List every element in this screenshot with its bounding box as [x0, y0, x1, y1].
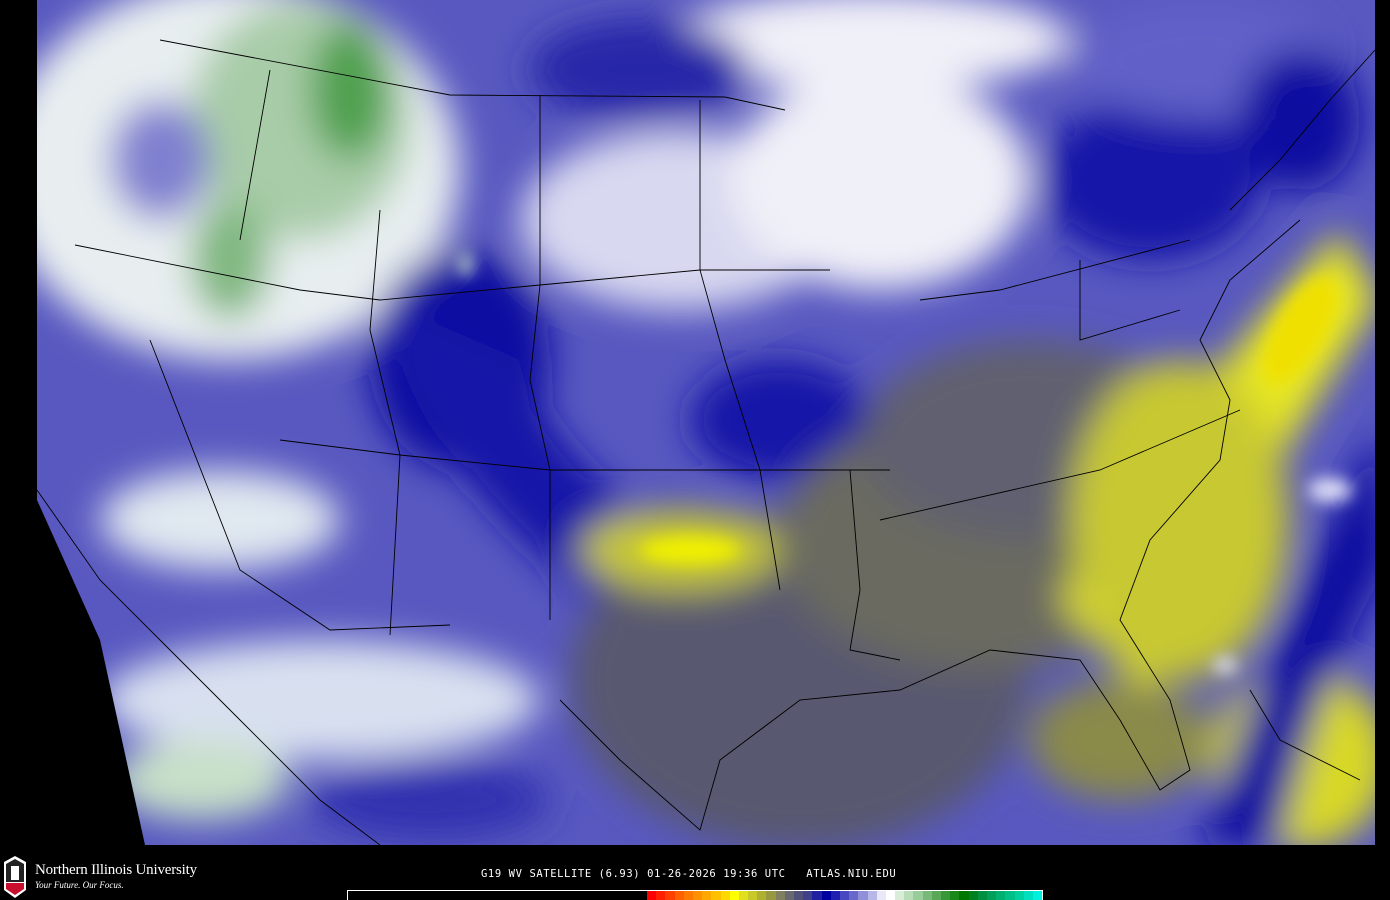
colorbar-swatch: [674, 891, 684, 900]
water-vapor-satellite-map: [37, 0, 1375, 845]
colorbar-swatch: [821, 891, 831, 900]
colorbar-swatch: [885, 891, 896, 900]
colorbar-swatch: [830, 891, 840, 900]
colorbar-swatch: [720, 891, 730, 900]
state-boundaries: [37, 39, 1375, 845]
colorbar-swatch: [647, 891, 657, 900]
colorbar-swatch: [839, 891, 850, 900]
colorbar-swatch: [849, 891, 859, 900]
colorbar-swatch: [766, 891, 776, 900]
colorbar-swatch: [784, 891, 794, 900]
colorbar-swatch: [683, 891, 693, 900]
colorbar-swatch: [757, 891, 767, 900]
colorbar-swatch: [867, 891, 877, 900]
colorbar-swatch: [931, 891, 941, 900]
colorbar-swatch: [812, 891, 822, 900]
colorbar-swatch: [1032, 891, 1043, 900]
colorbar-swatch: [895, 891, 905, 900]
colorbar-swatch: [794, 891, 804, 900]
colorbar-swatch: [738, 891, 749, 900]
university-tagline: Your Future. Our Focus.: [35, 880, 124, 890]
satellite-imagery: [37, 0, 1375, 845]
colorbar-swatch: [922, 891, 932, 900]
colorbar-swatch: [729, 891, 739, 900]
colorbar-swatch: [1023, 891, 1033, 900]
university-name: Northern Illinois University: [35, 862, 197, 878]
colorbar-swatch: [858, 891, 868, 900]
colorbar-swatch: [665, 891, 675, 900]
colorbar-swatch: [711, 891, 721, 900]
color-scale-bar: [347, 890, 1043, 900]
colorbar-swatch: [941, 891, 951, 900]
niu-logo: Northern Illinois University Your Future…: [2, 856, 242, 900]
colorbar-swatch: [913, 891, 923, 900]
colorbar-empty-segment: [348, 891, 647, 900]
colorbar-swatch: [656, 891, 666, 900]
colorbar-swatch: [692, 891, 703, 900]
colorbar-swatch: [950, 891, 960, 900]
colorbar-swatch: [968, 891, 978, 900]
colorbar-swatch: [904, 891, 914, 900]
image-caption: G19 WV SATELLITE (6.93) 01-26-2026 19:36…: [481, 868, 897, 880]
colorbar-swatch: [702, 891, 712, 900]
colorbar-swatch: [1014, 891, 1024, 900]
colorbar-swatch: [803, 891, 813, 900]
colorbar-swatch: [986, 891, 997, 900]
colorbar-swatch: [876, 891, 886, 900]
colorbar-swatch: [959, 891, 969, 900]
colorbar-swatch: [748, 891, 758, 900]
colorbar-swatch: [977, 891, 987, 900]
colorbar-swatch: [996, 891, 1006, 900]
colorbar-swatch: [775, 891, 785, 900]
colorbar-swatch: [1005, 891, 1015, 900]
niu-shield-icon: [4, 856, 26, 898]
